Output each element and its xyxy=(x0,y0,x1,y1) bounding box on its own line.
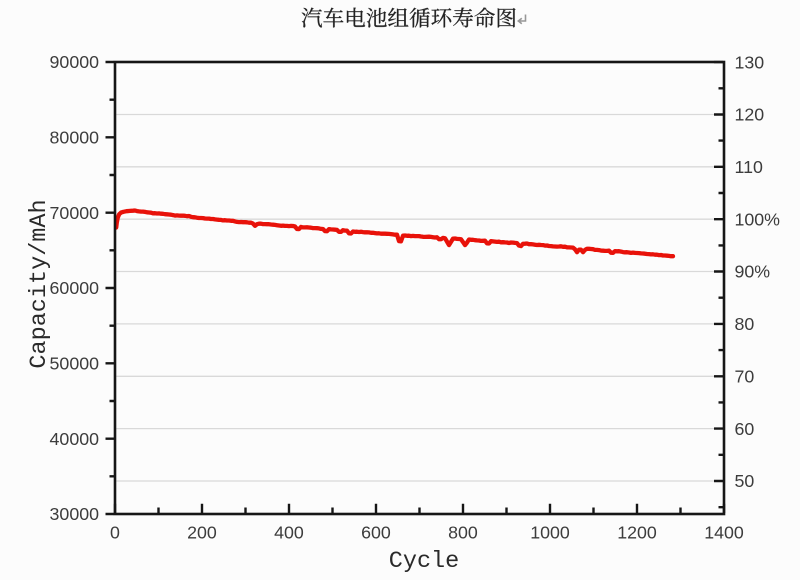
svg-text:50000: 50000 xyxy=(50,354,100,374)
svg-text:0: 0 xyxy=(110,523,120,543)
svg-text:1200: 1200 xyxy=(617,523,657,543)
svg-text:70000: 70000 xyxy=(50,203,100,223)
svg-text:130: 130 xyxy=(735,52,765,72)
svg-text:120: 120 xyxy=(735,105,765,125)
svg-text:90000: 90000 xyxy=(50,52,100,72)
svg-text:30000: 30000 xyxy=(50,504,100,524)
svg-text:50: 50 xyxy=(735,471,755,491)
svg-text:800: 800 xyxy=(448,523,478,543)
svg-text:Cycle: Cycle xyxy=(389,548,460,575)
svg-text:Capacity/mAh: Capacity/mAh xyxy=(26,199,53,368)
svg-text:60: 60 xyxy=(735,419,755,439)
svg-text:60000: 60000 xyxy=(50,278,100,298)
svg-text:80000: 80000 xyxy=(50,128,100,148)
svg-text:100%: 100% xyxy=(735,209,781,229)
svg-text:200: 200 xyxy=(187,523,217,543)
svg-text:1400: 1400 xyxy=(704,523,744,543)
svg-text:1000: 1000 xyxy=(530,523,570,543)
svg-text:600: 600 xyxy=(361,523,391,543)
svg-text:90%: 90% xyxy=(735,262,771,282)
svg-text:400: 400 xyxy=(274,523,304,543)
svg-text:70: 70 xyxy=(735,367,755,387)
svg-text:40000: 40000 xyxy=(50,429,100,449)
svg-text:80: 80 xyxy=(735,314,755,334)
svg-text:110: 110 xyxy=(735,157,763,177)
